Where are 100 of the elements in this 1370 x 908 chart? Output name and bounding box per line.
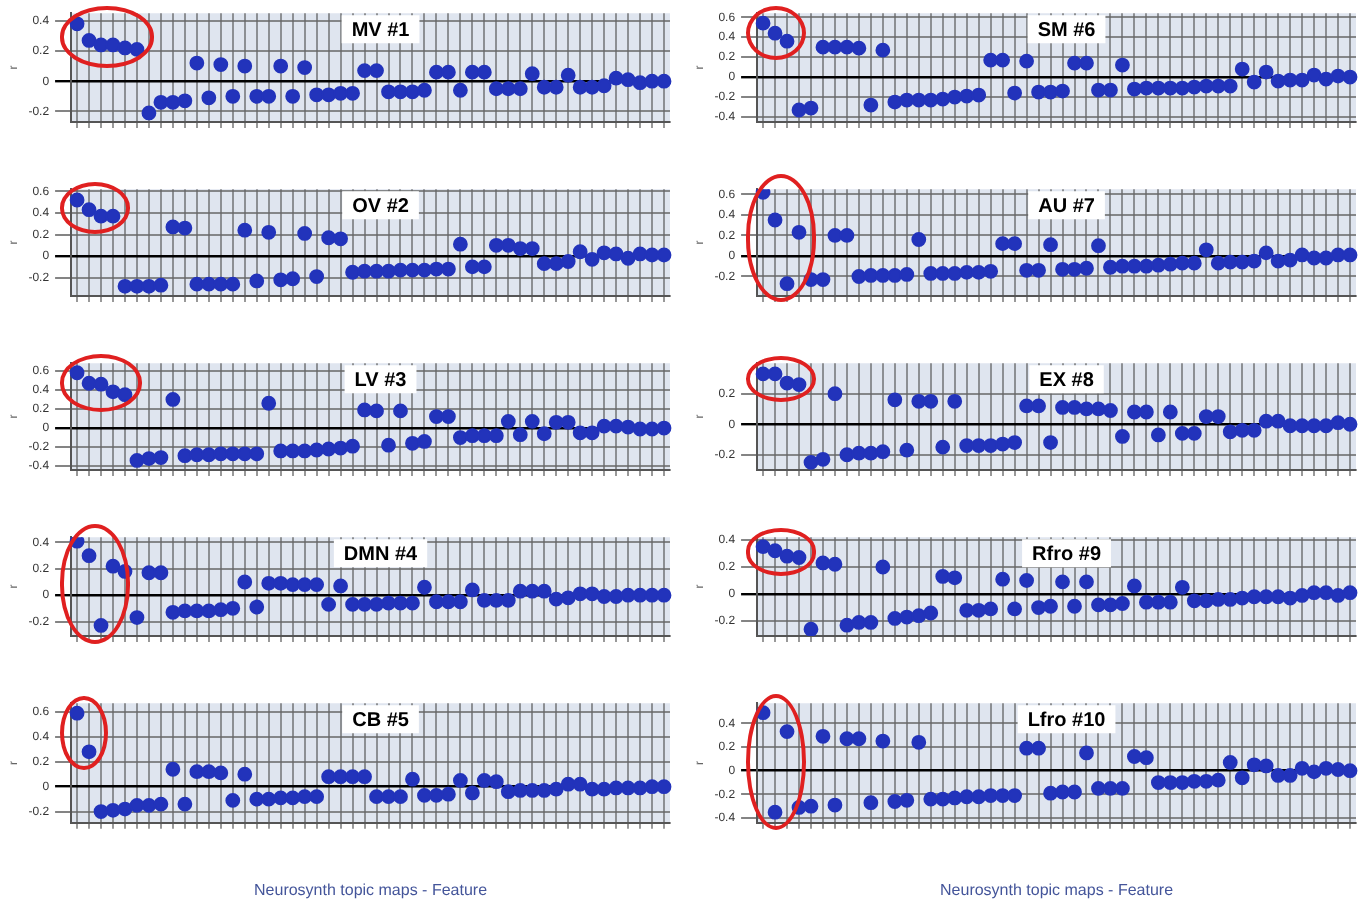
- point: [1031, 398, 1046, 414]
- point: [875, 42, 891, 58]
- point: [297, 226, 313, 241]
- point: [369, 596, 384, 612]
- point: [81, 33, 97, 48]
- point: [1127, 81, 1142, 97]
- point: [608, 70, 624, 86]
- point: [572, 244, 588, 260]
- point: [911, 393, 927, 409]
- point: [285, 88, 301, 104]
- point: [815, 555, 831, 571]
- point: [333, 769, 348, 785]
- point: [1079, 745, 1094, 761]
- point: [899, 792, 915, 808]
- point: [947, 393, 963, 409]
- point: [596, 78, 612, 94]
- point: [1007, 601, 1023, 617]
- point: [1234, 254, 1250, 270]
- point: [1306, 764, 1322, 780]
- point: [923, 393, 939, 409]
- point: [512, 583, 528, 599]
- point: [237, 58, 253, 74]
- point: [632, 421, 648, 437]
- point: [560, 254, 576, 269]
- point: [1091, 597, 1106, 613]
- point: [827, 386, 843, 402]
- point: [632, 246, 648, 262]
- point: [69, 365, 85, 381]
- point: [1019, 740, 1034, 756]
- point: [935, 266, 951, 281]
- point: [464, 259, 480, 275]
- point: [1079, 260, 1094, 276]
- point: [947, 89, 963, 105]
- point: [584, 781, 600, 797]
- point: [429, 787, 444, 803]
- point: [189, 603, 205, 619]
- point: [249, 599, 265, 615]
- point: [93, 208, 109, 224]
- point: [1043, 237, 1058, 253]
- point: [381, 437, 396, 453]
- point: [947, 266, 963, 281]
- point: [572, 425, 588, 441]
- point: [69, 705, 85, 721]
- point: [285, 790, 301, 806]
- point: [452, 594, 468, 610]
- point: [153, 277, 169, 293]
- point: [476, 773, 492, 788]
- point: [512, 427, 528, 443]
- point: [1258, 589, 1274, 605]
- point: [1103, 259, 1118, 275]
- point: [345, 264, 360, 280]
- point: [417, 787, 432, 803]
- point: [1246, 74, 1262, 90]
- point: [1055, 83, 1070, 99]
- point: [1162, 775, 1178, 790]
- point: [1091, 238, 1106, 254]
- point: [321, 87, 337, 103]
- point: [899, 267, 915, 282]
- point: [1007, 435, 1023, 450]
- point: [1318, 585, 1334, 601]
- point: [887, 611, 903, 626]
- point: [189, 55, 205, 71]
- point: [572, 586, 588, 602]
- point: [321, 441, 337, 457]
- point: [1162, 80, 1178, 96]
- point: [815, 39, 831, 55]
- point: [827, 228, 843, 243]
- point: [357, 769, 372, 785]
- point: [1246, 757, 1262, 773]
- point: [285, 577, 301, 593]
- point: [452, 773, 468, 788]
- point: [815, 451, 831, 467]
- point: [1270, 413, 1286, 429]
- point: [644, 587, 660, 603]
- point: [285, 271, 301, 287]
- point: [620, 419, 636, 435]
- point: [441, 261, 456, 277]
- point: [129, 797, 145, 813]
- point: [536, 256, 552, 272]
- point: [297, 60, 313, 75]
- point: [1330, 415, 1346, 431]
- point: [369, 263, 384, 279]
- point: [548, 591, 564, 607]
- point: [971, 438, 987, 453]
- point: [357, 263, 372, 279]
- point: [153, 565, 169, 581]
- point: [947, 790, 963, 806]
- point: [983, 438, 999, 453]
- point: [1031, 600, 1046, 615]
- point: [1174, 579, 1190, 595]
- point: [213, 602, 229, 618]
- point: [201, 90, 217, 106]
- point: [584, 425, 600, 441]
- chart-title: MV #1: [351, 19, 411, 42]
- point: [935, 91, 951, 107]
- point: [827, 797, 843, 813]
- point: [512, 783, 528, 798]
- point: [887, 794, 903, 809]
- point: [81, 744, 97, 760]
- point: [1043, 785, 1058, 801]
